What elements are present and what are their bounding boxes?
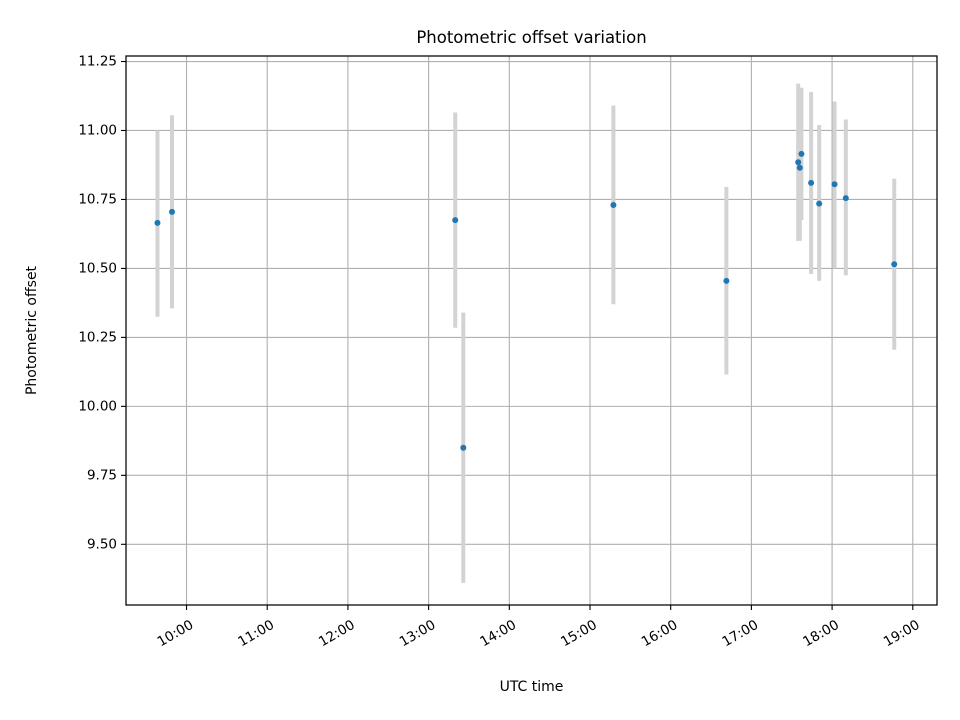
- y-tick-label: 10.25: [78, 329, 117, 345]
- data-point: [842, 195, 849, 202]
- data-points: [154, 150, 898, 451]
- y-tick-label: 10.75: [78, 191, 117, 207]
- data-point: [154, 219, 161, 226]
- y-tick-label: 9.50: [87, 536, 117, 552]
- y-tick-label: 10.00: [78, 398, 117, 414]
- y-tick-label: 9.75: [87, 467, 117, 483]
- data-point: [831, 181, 838, 188]
- y-tick-label: 10.50: [78, 260, 117, 276]
- y-axis-ticks: 9.50 9.75 10.00 10.25 10.50 10.75 11.00 11.25: [78, 54, 126, 552]
- data-point: [808, 179, 815, 186]
- grid-lines: [126, 56, 937, 605]
- data-point: [723, 277, 730, 284]
- x-axis-title: UTC time: [500, 679, 564, 695]
- data-point: [452, 217, 459, 224]
- data-point: [891, 261, 898, 268]
- data-point: [796, 164, 803, 171]
- data-point: [460, 444, 467, 451]
- data-point: [798, 150, 805, 157]
- y-axis-title: Photometric offset: [24, 265, 40, 395]
- data-point: [816, 200, 823, 207]
- y-tick-label: 11.25: [78, 54, 117, 70]
- chart-title: Photometric offset variation: [416, 28, 646, 47]
- plot-frame: [125, 55, 938, 606]
- data-point: [795, 159, 802, 166]
- data-point: [610, 201, 617, 208]
- data-point: [168, 208, 175, 215]
- y-tick-label: 11.00: [78, 122, 117, 138]
